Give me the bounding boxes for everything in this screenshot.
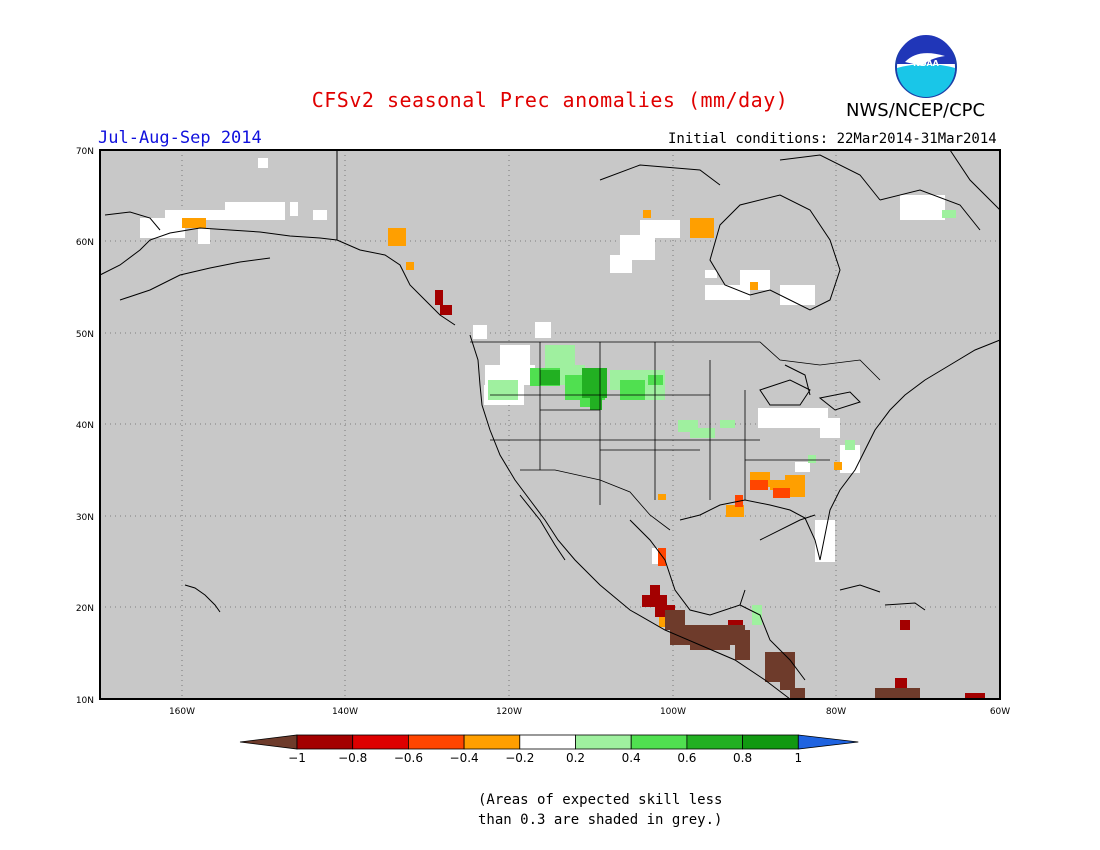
colorbar-segment bbox=[463, 734, 521, 750]
lat-label-40n: 40N bbox=[76, 421, 94, 431]
colorbar-arrow-high bbox=[797, 734, 859, 750]
lon-label-100w: 100W bbox=[660, 707, 686, 717]
colorbar-segment bbox=[686, 734, 744, 750]
precip-anomaly-map: NOAA bbox=[76, 35, 1010, 765]
map-frame bbox=[99, 149, 1001, 700]
footnote-line-1: (Areas of expected skill less bbox=[478, 792, 723, 808]
agency-label: NWS/NCEP/CPC bbox=[846, 100, 986, 121]
lat-label-70n: 70N bbox=[76, 147, 94, 157]
initial-conditions-label: Initial conditions: 22Mar2014-31Mar2014 bbox=[668, 131, 997, 147]
lat-label-30n: 30N bbox=[76, 513, 94, 523]
logo-text: NOAA bbox=[913, 59, 939, 68]
borders bbox=[470, 341, 881, 531]
lat-label-10n: 10N bbox=[76, 696, 94, 706]
coastlines bbox=[99, 149, 1001, 700]
colorbar-label: −1 bbox=[288, 751, 306, 765]
colorbar-label: −0.4 bbox=[450, 751, 479, 765]
lon-label-60w: 60W bbox=[990, 707, 1010, 717]
map-title: CFSv2 seasonal Prec anomalies (mm/day) bbox=[311, 88, 789, 112]
colorbar-label: 0.4 bbox=[622, 751, 641, 765]
colorbar-segment bbox=[742, 734, 799, 750]
colorbar-segment bbox=[575, 734, 632, 750]
lon-label-140w: 140W bbox=[332, 707, 358, 717]
colorbar-label: 0.2 bbox=[566, 751, 585, 765]
colorbar-label: −0.6 bbox=[394, 751, 423, 765]
noaa-logo: NOAA bbox=[895, 35, 957, 98]
lon-label-160w: 160W bbox=[169, 707, 195, 717]
lon-tick-labels: 160W 140W 120W 100W 80W 60W bbox=[169, 707, 1010, 717]
colorbar-segment bbox=[296, 734, 354, 750]
colorbar: −1 −0.8 −0.6 −0.4 −0.2 0.2 0.4 0.6 0.8 1 bbox=[239, 734, 859, 765]
colorbar-arrow-low bbox=[239, 734, 298, 750]
footnote-line-2: than 0.3 are shaded in grey.) bbox=[478, 812, 723, 828]
map-background bbox=[100, 150, 1000, 699]
colorbar-label: −0.8 bbox=[338, 751, 367, 765]
lon-label-120w: 120W bbox=[496, 707, 522, 717]
lat-tick-labels: 70N 60N 50N 40N 30N 20N 10N bbox=[76, 147, 94, 706]
colorbar-label: −0.2 bbox=[505, 751, 534, 765]
lon-label-80w: 80W bbox=[826, 707, 846, 717]
colorbar-label: 1 bbox=[794, 751, 802, 765]
colorbar-label: 0.6 bbox=[677, 751, 696, 765]
lat-label-20n: 20N bbox=[76, 604, 94, 614]
colorbar-segment bbox=[519, 734, 576, 750]
lat-label-60n: 60N bbox=[76, 238, 94, 248]
colorbar-segment bbox=[352, 734, 409, 750]
colorbar-label: 0.8 bbox=[733, 751, 752, 765]
colorbar-segment bbox=[407, 734, 465, 750]
colorbar-segment bbox=[630, 734, 688, 750]
anomaly-cells bbox=[140, 158, 985, 699]
season-label: Jul-Aug-Sep 2014 bbox=[98, 128, 262, 148]
lat-label-50n: 50N bbox=[76, 330, 94, 340]
